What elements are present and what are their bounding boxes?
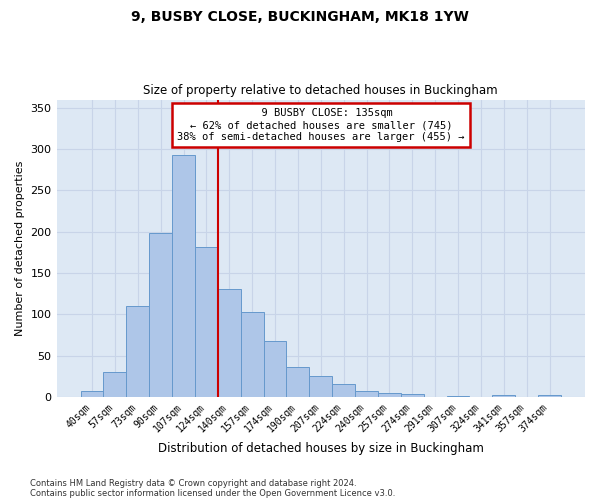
Bar [355, 391, 378, 397]
Bar [310, 376, 332, 397]
Bar [218, 288, 241, 397]
Bar [195, 248, 218, 397]
Y-axis label: Number of detached properties: Number of detached properties [15, 160, 25, 336]
Title: Size of property relative to detached houses in Buckingham: Size of property relative to detached ho… [143, 84, 498, 97]
Bar [127, 306, 149, 397]
Bar [332, 384, 355, 397]
Bar [401, 394, 424, 397]
Bar [241, 312, 263, 397]
Bar [263, 340, 286, 397]
X-axis label: Distribution of detached houses by size in Buckingham: Distribution of detached houses by size … [158, 442, 484, 455]
Bar [286, 367, 310, 397]
Bar [172, 155, 195, 397]
Bar [149, 234, 172, 397]
Text: 9, BUSBY CLOSE, BUCKINGHAM, MK18 1YW: 9, BUSBY CLOSE, BUCKINGHAM, MK18 1YW [131, 10, 469, 24]
Bar [538, 395, 561, 397]
Bar [103, 372, 127, 397]
Bar [378, 392, 401, 397]
Text: Contains HM Land Registry data © Crown copyright and database right 2024.: Contains HM Land Registry data © Crown c… [30, 478, 356, 488]
Bar [493, 395, 515, 397]
Text: 9 BUSBY CLOSE: 135sqm
← 62% of detached houses are smaller (745)
38% of semi-det: 9 BUSBY CLOSE: 135sqm ← 62% of detached … [177, 108, 464, 142]
Bar [80, 391, 103, 397]
Bar [446, 396, 469, 397]
Text: Contains public sector information licensed under the Open Government Licence v3: Contains public sector information licen… [30, 488, 395, 498]
